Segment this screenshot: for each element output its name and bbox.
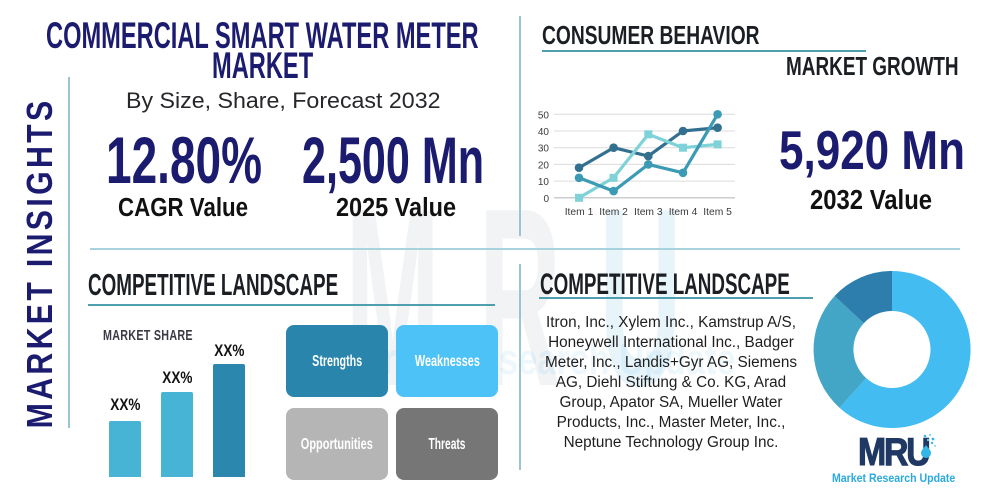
svg-text:10: 10 [538,177,550,188]
svg-text:Item 4: Item 4 [669,207,698,218]
svg-text:50: 50 [538,110,550,121]
svg-text:Item 5: Item 5 [703,207,732,218]
svg-text:0: 0 [543,194,549,205]
svg-text:Item 1: Item 1 [565,207,594,218]
svg-text:Item 2: Item 2 [599,207,628,218]
svg-text:20: 20 [538,160,550,171]
svg-text:40: 40 [538,127,550,138]
svg-text:30: 30 [538,144,550,155]
svg-text:Item 3: Item 3 [634,207,663,218]
